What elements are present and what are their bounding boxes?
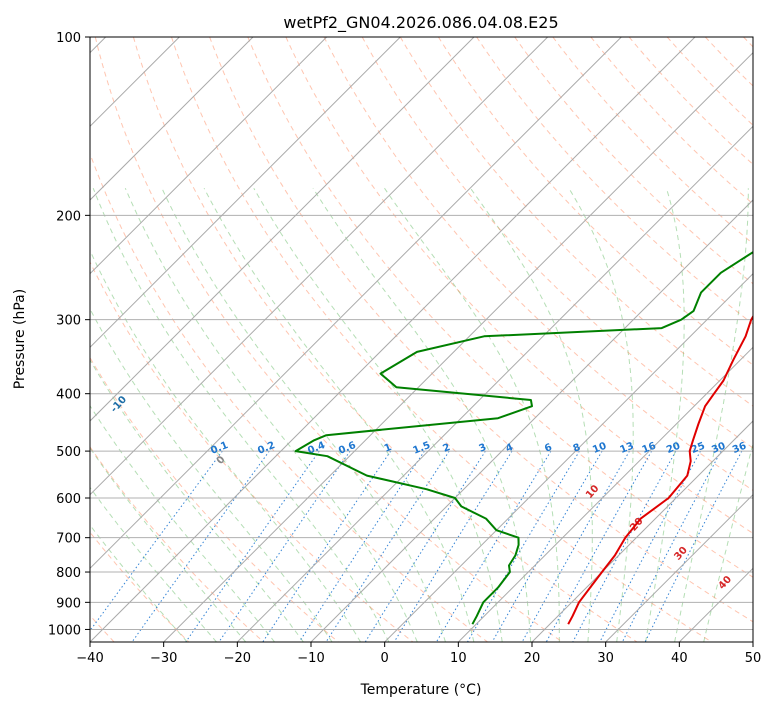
moist-adiabat-line: [161, 187, 446, 642]
profile-series: [294, 250, 753, 625]
mixing-ratio-line: [185, 450, 320, 642]
mixing-ratio-line: [572, 450, 677, 642]
dry-adiabat-line: [94, 37, 563, 642]
dry-adiabat-line: [90, 446, 264, 642]
moist-adiabat-line: [124, 187, 418, 642]
y-tick-label: 1000: [48, 623, 81, 638]
y-tick-label: 400: [56, 388, 81, 403]
dry-adiabat-line: [437, 37, 753, 366]
moist-adiabat-line: [384, 187, 560, 642]
mixing-ratio-label: 3: [478, 442, 489, 455]
mixing-ratio-label: 6: [543, 442, 554, 455]
moist-adiabat-line: [90, 524, 188, 642]
mixing-ratio-line: [621, 450, 722, 642]
mixing-ratio-line: [90, 450, 223, 632]
isotherm-line: [236, 125, 753, 642]
mixing-ratio-line: [491, 450, 603, 642]
isotherm-line: [90, 37, 622, 570]
mixing-ratio-line: [599, 450, 701, 642]
x-tick-label: −20: [224, 651, 251, 666]
isotherm-line: [90, 37, 696, 642]
mixing-ratio-lines: [90, 450, 743, 642]
y-axis-label: Pressure (hPa): [12, 289, 28, 389]
isotherm-line: [90, 37, 254, 201]
mixing-ratio-line: [298, 450, 425, 642]
mixing-ratio-label: 8: [572, 442, 583, 455]
mixing-ratio-label: 4: [504, 442, 515, 455]
dry-adiabat-line: [361, 37, 753, 449]
dry-adiabat-line: [399, 37, 753, 407]
moist-adiabat-line: [90, 447, 247, 642]
mixing-ratio-label: 25: [690, 441, 707, 456]
mixing-ratio-label: 30: [710, 441, 727, 456]
isotherm-line: [605, 493, 753, 642]
y-tick-label: 300: [56, 314, 81, 329]
moist-adiabat-line: [90, 249, 362, 642]
mixing-ratio-label: 20: [665, 441, 682, 456]
dewpoint-line: [294, 250, 753, 625]
isotherm-line: [90, 37, 401, 349]
moist-adiabat-line: [568, 187, 634, 642]
mixing-ratio-line: [262, 450, 392, 642]
moist-adiabat-line: [645, 188, 685, 642]
y-tick-label: 200: [56, 209, 81, 224]
moist-adiabat-line: [92, 188, 390, 642]
dry-adiabat-line: [90, 152, 488, 642]
mixing-ratio-label: 10: [591, 441, 608, 456]
isotherm-line: [310, 199, 753, 642]
dry-adiabat-line: [323, 37, 753, 491]
isotherm-line: [90, 37, 328, 275]
isotherm-line: [531, 420, 753, 642]
isotherm-line: [90, 37, 549, 496]
y-tick-label: 100: [56, 31, 81, 46]
y-axis-ticks: 100 200 300 400 500 600 700 800 900 1000: [48, 31, 90, 638]
pressure-gridlines: [90, 37, 753, 630]
x-tick-label: 0: [381, 651, 389, 666]
y-tick-label: 600: [56, 492, 81, 507]
x-tick-label: −30: [150, 651, 177, 666]
y-tick-label: 800: [56, 566, 81, 581]
mixing-ratio-label: 13: [619, 441, 636, 456]
chart-title: wetPf2_GN04.2026.086.04.08.E25: [283, 13, 558, 33]
mixing-ratio-label: 16: [641, 441, 658, 456]
x-tick-label: 40: [671, 651, 688, 666]
isotherm-line: [384, 272, 753, 642]
x-tick-label: 20: [524, 651, 541, 666]
mixing-ratio-label: 2: [441, 442, 452, 455]
y-tick-label: 900: [56, 596, 81, 611]
x-tick-label: −40: [76, 651, 103, 666]
y-tick-label: 700: [56, 532, 81, 547]
moist-adiabat-line: [90, 404, 275, 642]
moist-adiabat-line: [470, 187, 593, 642]
mixing-ratio-line: [218, 450, 351, 642]
dry-adiabat-line: [209, 37, 753, 623]
x-tick-label: 50: [745, 651, 762, 666]
y-tick-label: 500: [56, 445, 81, 460]
moist-adiabat-line: [312, 187, 532, 642]
mixing-ratio-label: 1: [383, 442, 394, 455]
x-tick-label: −10: [297, 651, 324, 666]
plot-frame: [89, 36, 754, 643]
isotherm-line: [90, 37, 475, 422]
dry-adiabat-line: [247, 37, 753, 578]
mixing-ratio-label: 36: [731, 441, 748, 456]
mixing-ratio-line: [644, 450, 743, 642]
moist-adiabat-line: [90, 358, 304, 642]
dry-adiabat-line: [132, 37, 638, 642]
x-tick-label: 10: [450, 651, 467, 666]
x-tick-label: 30: [597, 651, 614, 666]
isotherms: [90, 37, 753, 642]
moist-adiabat-line: [90, 486, 217, 642]
mixing-ratio-line: [521, 450, 630, 642]
mixing-ratio-line: [545, 450, 653, 642]
x-axis-label: Temperature (°C): [360, 682, 482, 698]
x-axis-ticks: −40 −30 −20 −10 0 10 20 30 40 50: [76, 642, 761, 666]
isotherm-line: [457, 346, 753, 642]
plot-area: -100-90-80-70-60-50-40-30-20-10010203040…: [90, 37, 753, 642]
temperature-line: [567, 314, 753, 625]
